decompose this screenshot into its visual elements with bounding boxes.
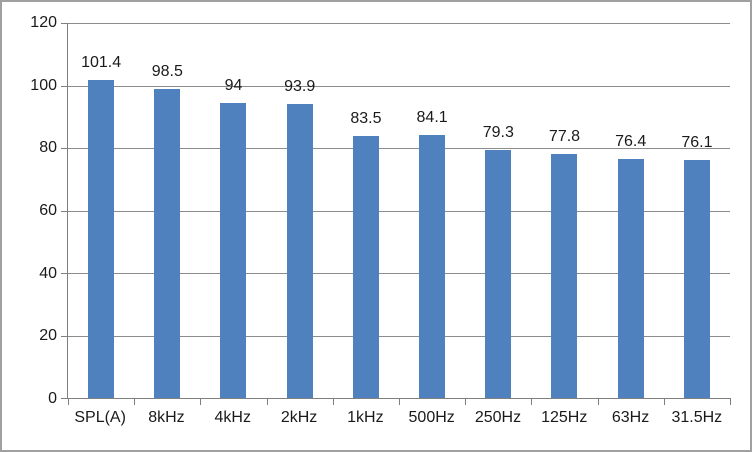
bar-125Hz	[551, 154, 578, 398]
x-tick-mark	[200, 398, 202, 405]
y-tick-mark	[61, 85, 68, 87]
y-tick-mark	[61, 335, 68, 337]
bar-slot-31.5Hz: 76.1	[664, 23, 730, 398]
bar-slot-250Hz: 79.3	[465, 23, 531, 398]
bar-2kHz	[286, 103, 313, 398]
y-tick-mark	[61, 398, 68, 399]
y-axis-label: 100	[30, 76, 57, 94]
x-axis-label: 31.5Hz	[671, 409, 723, 426]
y-axis-label: 0	[48, 390, 57, 407]
bar-slot-8kHz: 98.5	[134, 23, 200, 398]
bar-500Hz	[419, 134, 446, 398]
x-tick-mark	[266, 398, 268, 405]
x-tick-mark	[730, 398, 731, 405]
x-axis-label: 63Hz	[611, 409, 650, 426]
bar-value-label: 93.9	[284, 77, 316, 95]
bar-value-label: 79.3	[482, 123, 514, 141]
x-tick-mark	[68, 398, 69, 405]
y-tick-mark	[61, 210, 68, 212]
x-tick-mark	[134, 398, 136, 405]
bar-8kHz	[154, 89, 181, 398]
bar-value-label: 76.4	[615, 132, 647, 150]
bar-SPL(A)	[88, 80, 115, 398]
x-tick-mark	[465, 398, 467, 405]
bar-value-label: 77.8	[548, 128, 581, 146]
x-axis-label: 4kHz	[214, 409, 251, 426]
x-axis-label: 250Hz	[474, 409, 522, 426]
x-tick-mark	[332, 398, 334, 405]
gridline-y-120	[68, 23, 730, 24]
bar-slot-1kHz: 83.5	[333, 23, 399, 398]
bar-250Hz	[485, 149, 512, 398]
bar-value-label: 83.5	[350, 110, 382, 128]
gridline-y-40	[68, 273, 730, 274]
y-axis: 0 20 40 60 80 100 120	[2, 14, 67, 407]
x-tick-mark	[531, 398, 533, 405]
x-tick-mark	[597, 398, 599, 405]
gridline-y-100	[68, 85, 730, 87]
bar-4kHz	[220, 103, 247, 398]
bar-value-label: 101.4	[81, 54, 122, 72]
bar-1kHz	[352, 136, 379, 398]
x-axis-label: 125Hz	[541, 409, 588, 426]
y-axis-label: 40	[39, 264, 57, 282]
gridline-y-80	[68, 148, 730, 149]
bar-31.5Hz	[683, 159, 710, 398]
bar-slot-4kHz: 94	[200, 23, 266, 398]
bar-slot-63Hz: 76.4	[598, 23, 664, 398]
bar-63Hz	[617, 158, 644, 398]
plot-area: 101.4 98.5 94 93.9 83.5 84.1 79.3 77.8 76.4 76.1	[61, 23, 731, 405]
y-tick-mark	[61, 148, 68, 149]
y-axis-label: 80	[39, 139, 57, 157]
bar-slot-SPL(A): 101.4	[68, 23, 134, 398]
bar-slot-500Hz: 84.1	[399, 23, 465, 398]
y-axis-label: 60	[39, 202, 57, 219]
bar-slot-2kHz: 93.9	[267, 23, 333, 398]
bar-value-label: 76.1	[681, 133, 713, 151]
x-axis-label: 500Hz	[408, 409, 455, 426]
y-axis-label: 120	[30, 14, 57, 31]
bar-value-label: 94	[224, 77, 243, 95]
x-axis-label: 1kHz	[347, 409, 384, 426]
x-tick-mark	[399, 398, 400, 405]
x-tick-mark	[663, 398, 665, 405]
gridline-y-20	[68, 335, 730, 337]
gridline-y-60	[68, 210, 730, 212]
y-tick-mark	[61, 273, 68, 274]
x-axis-label: 2kHz	[280, 409, 318, 426]
x-axis: SPL(A) 8kHz 4kHz 2kHz 1kHz 500Hz 250Hz 125Hz 63H…	[67, 399, 730, 429]
bar-value-label: 98.5	[151, 63, 183, 81]
bar-slot-125Hz: 77.8	[531, 23, 597, 398]
bar-value-label: 84.1	[416, 108, 448, 126]
y-axis-label: 20	[39, 327, 57, 345]
x-axis-label: SPL(A)	[74, 409, 126, 426]
y-tick-mark	[61, 23, 68, 24]
x-axis-label: 8kHz	[148, 409, 185, 426]
